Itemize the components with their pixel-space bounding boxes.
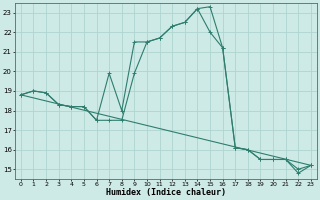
X-axis label: Humidex (Indice chaleur): Humidex (Indice chaleur)	[106, 188, 226, 197]
